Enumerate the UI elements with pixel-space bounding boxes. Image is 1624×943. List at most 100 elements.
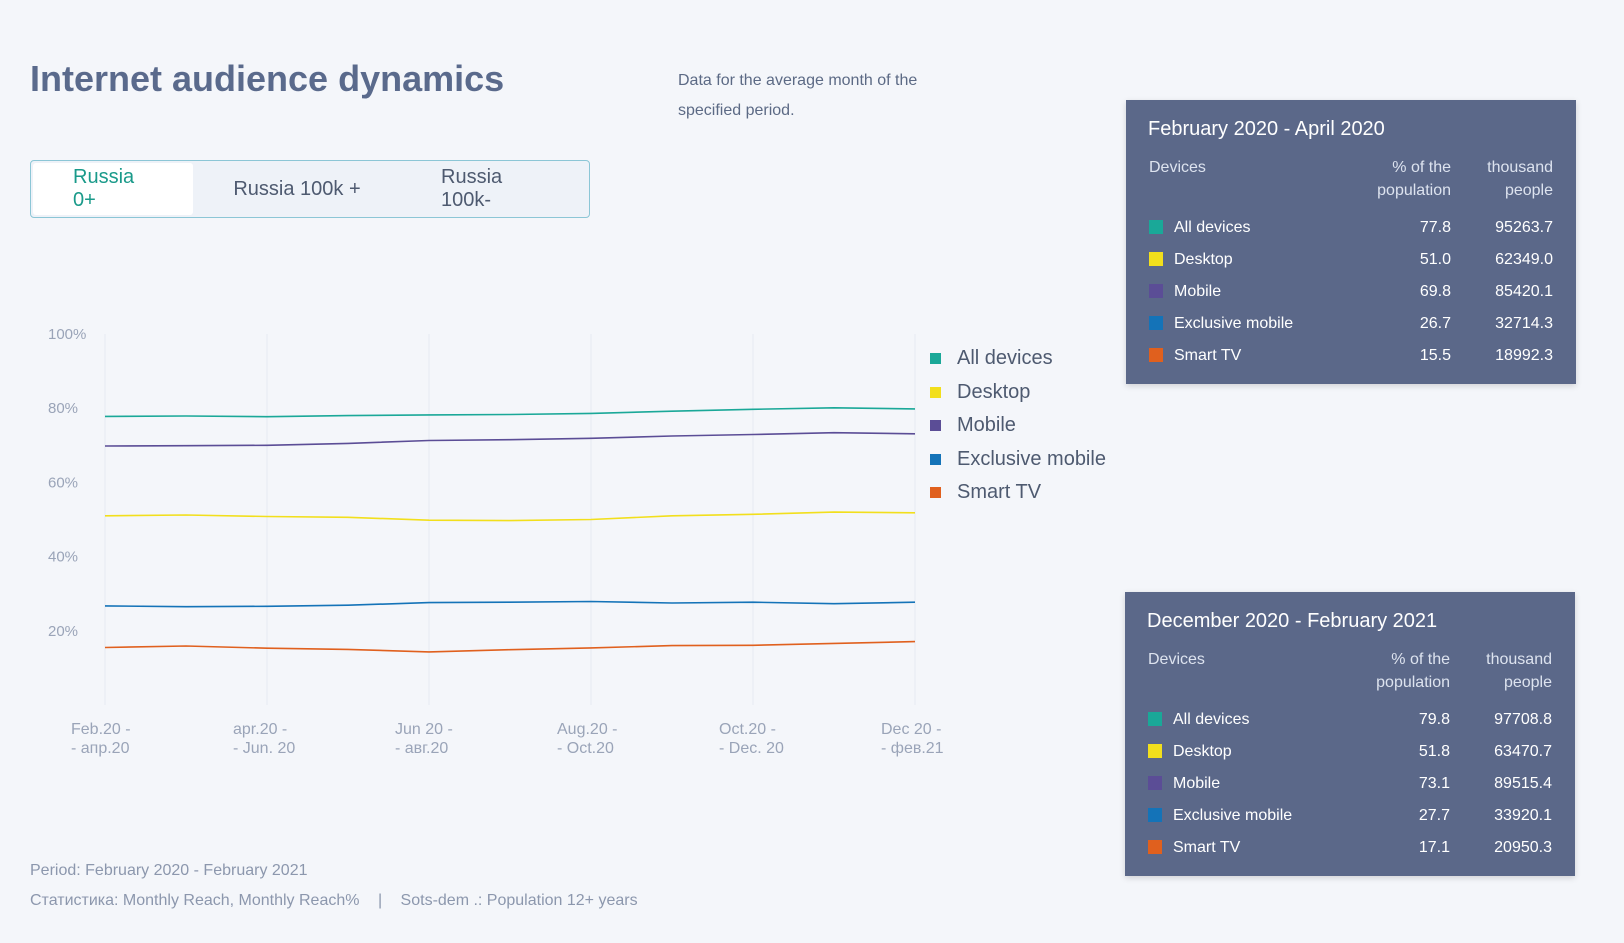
swatch-icon [1149,284,1163,298]
table-row: Smart TV 15.5 18992.3 [1148,340,1554,372]
pct-value: 51.0 [1419,251,1451,268]
footer-stats: Статистика: Monthly Reach, Monthly Reach… [30,892,360,909]
series-line-exclusive-mobile [104,600,916,608]
x-tick-label: - апр.20 [71,740,130,757]
thousand-value: 95263.7 [1495,219,1553,236]
table-row: Desktop 51.0 62349.0 [1148,244,1554,276]
thousand-value: 18992.3 [1495,347,1553,364]
table-row: Smart TV 17.1 20950.3 [1147,832,1553,864]
panel-title: December 2020 - February 2021 [1147,610,1438,632]
chart-legend: All devices Desktop Mobile Exclusive mob… [930,342,1106,510]
device-name: All devices [1173,711,1250,728]
thousand-value: 20950.3 [1494,839,1552,856]
legend-item-smart-tv[interactable]: Smart TV [930,476,1106,510]
footer-sotsdem: Sots-dem .: Population 12+ years [400,892,638,909]
pct-value: 77.8 [1419,219,1451,236]
thousand-value: 33920.1 [1494,807,1552,824]
legend-swatch-icon [930,453,941,465]
footer-period: Period: February 2020 - February 2021 [30,862,308,879]
device-name: Smart TV [1174,347,1242,364]
x-tick-label: Feb.20 - [71,721,131,738]
swatch-icon [1148,744,1162,758]
col-thousand: thousand people [1487,159,1553,199]
device-name: Exclusive mobile [1173,807,1293,824]
thousand-value: 62349.0 [1495,251,1553,268]
x-tick-label: Aug.20 - [557,721,617,738]
table-row: Exclusive mobile 26.7 32714.3 [1148,308,1554,340]
swatch-icon [1149,220,1163,234]
y-tick-label: 20% [48,623,78,640]
legend-item-all-devices[interactable]: All devices [930,342,1106,376]
table-row: All devices 79.8 97708.8 [1147,704,1553,736]
col-devices: Devices [1148,651,1205,668]
table-row: All devices 77.8 95263.7 [1148,212,1554,244]
col-thousand: thousand people [1486,651,1552,691]
series-line-desktop [104,511,916,522]
legend-label: Exclusive mobile [957,447,1106,470]
panel-title: February 2020 - April 2020 [1148,118,1385,140]
series-line-mobile [104,431,916,447]
device-name: Mobile [1174,283,1222,300]
legend-label: Smart TV [957,481,1042,504]
thousand-value: 32714.3 [1495,315,1553,332]
legend-swatch-icon [930,353,941,365]
swatch-icon [1148,712,1162,726]
col-pct: % of the population [1377,159,1451,199]
device-name: All devices [1174,219,1251,236]
legend-swatch-icon [930,420,941,432]
x-tick-label: Oct.20 - [719,721,776,738]
legend-swatch-icon [930,386,941,398]
pct-value: 26.7 [1419,315,1451,332]
pct-value: 51.8 [1418,743,1450,760]
tooltip-panel-start: February 2020 - April 2020 Devices % of … [1126,100,1576,384]
swatch-icon [1149,348,1163,362]
x-tick-label: - Jun. 20 [233,740,295,757]
legend-item-desktop[interactable]: Desktop [930,376,1106,410]
pct-value: 73.1 [1418,775,1450,792]
thousand-value: 85420.1 [1495,283,1553,300]
y-tick-label: 60% [48,474,78,491]
pct-value: 17.1 [1418,839,1450,856]
tab-russia-0-plus[interactable]: Russia 0+ [33,163,193,215]
thousand-value: 97708.8 [1494,711,1552,728]
tab-russia-100k-minus[interactable]: Russia 100k- [441,166,503,211]
device-name: Mobile [1173,775,1221,792]
device-name: Smart TV [1173,839,1241,856]
y-tick-label: 100% [48,326,86,343]
series-line-all-devices [104,406,916,418]
pct-value: 69.8 [1419,283,1451,300]
swatch-icon [1149,316,1163,330]
x-tick-label: - фев.21 [881,740,944,757]
x-tick-label: - авг.20 [395,740,448,757]
table-row: Exclusive mobile 27.7 33920.1 [1147,800,1553,832]
legend-label: All devices [957,347,1053,370]
region-tabs: Russia 0+ Russia 100k + Russia 100k- [30,160,590,218]
x-tick-label: Jun 20 - [395,721,453,738]
table-row: Mobile 69.8 85420.1 [1148,276,1554,308]
legend-item-exclusive-mobile[interactable]: Exclusive mobile [930,443,1106,477]
legend-label: Desktop [957,380,1031,403]
footer-meta: Статистика: Monthly Reach, Monthly Reach… [30,892,638,910]
period-note: Data for the average month of the specif… [678,72,918,119]
thousand-value: 63470.7 [1494,743,1552,760]
x-tick-label: Dec 20 - [881,721,941,738]
thousand-value: 89515.4 [1494,775,1552,792]
swatch-icon [1148,840,1162,854]
swatch-icon [1148,808,1162,822]
tab-russia-100k-plus[interactable]: Russia 100k + [233,177,361,200]
col-pct: % of the population [1376,651,1450,691]
pct-value: 15.5 [1419,347,1451,364]
table-row: Mobile 73.1 89515.4 [1147,768,1553,800]
footer-separator: | [377,892,383,909]
line-chart: 100% 80% 60% 40% 20% Feb.20 - - апр.20 apr.20 -… [0,300,1000,765]
x-tick-label: - Dec. 20 [719,740,784,757]
page-title: Internet audience dynamics [30,58,505,99]
swatch-icon [1149,252,1163,266]
table-row: Desktop 51.8 63470.7 [1147,736,1553,768]
legend-item-mobile[interactable]: Mobile [930,409,1106,443]
panel-table: Devices % of the population thousand peo… [1148,155,1554,372]
tooltip-panel-end: December 2020 - February 2021 Devices % … [1125,592,1575,876]
legend-label: Mobile [957,414,1016,437]
device-name: Desktop [1174,251,1233,268]
pct-value: 79.8 [1418,711,1450,728]
